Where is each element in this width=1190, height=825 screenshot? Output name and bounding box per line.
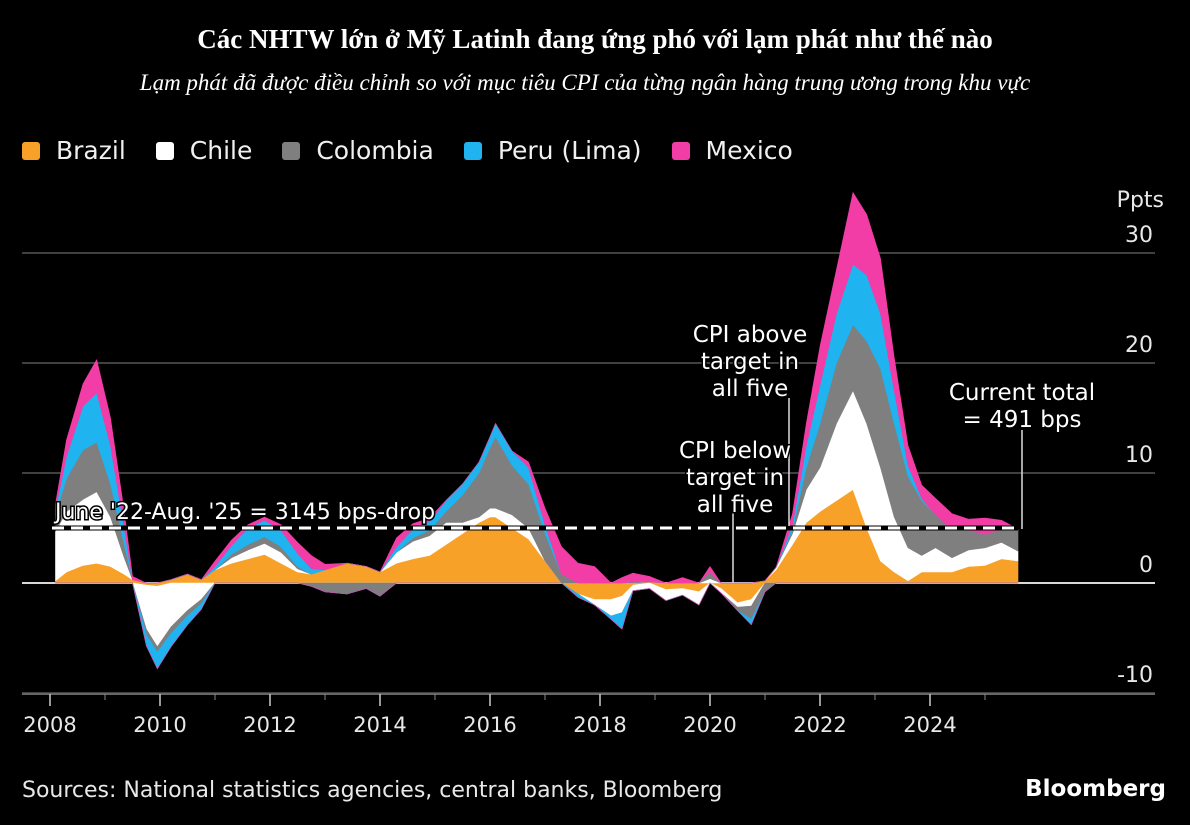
- legend-label: Mexico: [705, 136, 793, 165]
- area-chile-negative: [55, 582, 1019, 648]
- legend-swatch-brazil: [22, 141, 40, 160]
- y-tick-label: -10: [1117, 663, 1153, 688]
- chart-title: Các NHTW lớn ở Mỹ Latinh đang ứng phó vớ…: [197, 24, 993, 54]
- stacked-areas: [55, 192, 1019, 670]
- legend-item-colombia: Colombia: [282, 136, 434, 165]
- x-tick-label: 2010: [133, 713, 186, 737]
- legend-item-chile: Chile: [155, 136, 253, 165]
- legend-swatch-colombia: [282, 141, 301, 160]
- area-mexico-negative: [55, 582, 1019, 670]
- legend-label: Peru (Lima): [497, 136, 642, 165]
- x-tick-label: 2014: [353, 713, 406, 737]
- x-tick-label: 2016: [463, 713, 516, 737]
- x-tick-label: 2012: [243, 713, 296, 737]
- annotation-cpi-above-line: CPI above: [693, 322, 808, 348]
- annotation-cpi-below: CPI below target in all five: [679, 438, 791, 518]
- x-tick-label: 2024: [903, 713, 956, 737]
- reference-line-label: June '22-Aug. '25 = 3145 bps-drop: [53, 500, 435, 525]
- legend-swatch-mexico: [671, 141, 690, 160]
- legend-label: Colombia: [316, 136, 434, 165]
- y-tick-label: 0: [1139, 553, 1153, 578]
- y-tick-label: 20: [1125, 333, 1153, 358]
- annotation-current-total-line: = 491 bps: [963, 407, 1082, 433]
- x-tick-label: 2008: [23, 713, 76, 737]
- annotation-cpi-above: CPI above target in all five: [693, 322, 808, 402]
- legend-item-mexico: Mexico: [671, 136, 793, 165]
- annotation-cpi-below-line: all five: [697, 492, 773, 518]
- legend-item-peru: Peru (Lima): [463, 136, 642, 165]
- annotation-cpi-below-line: target in: [686, 465, 784, 491]
- chart-subtitle: Lạm phát đã được điều chỉnh so với mục t…: [139, 70, 1031, 95]
- y-tick-label: 30: [1125, 223, 1153, 248]
- y-axis-unit-label: Ppts: [1117, 188, 1164, 213]
- x-tick-label: 2018: [573, 713, 626, 737]
- x-tick-label: 2020: [683, 713, 736, 737]
- legend-swatch-peru: [463, 141, 482, 160]
- reference-line-group: June '22-Aug. '25 = 3145 bps-drop: [52, 499, 1018, 531]
- source-note: Sources: National statistics agencies, c…: [22, 778, 723, 803]
- annotation-cpi-below-line: CPI below: [679, 438, 791, 464]
- bloomberg-logo: Bloomberg: [1025, 776, 1166, 802]
- y-tick-label: 10: [1125, 443, 1153, 468]
- axes: 2008 2010 2012 2014 2016 2018 2020 2022 2024: [22, 693, 1155, 737]
- legend-item-brazil: Brazil: [22, 136, 126, 165]
- annotation-cpi-above-line: target in: [701, 349, 799, 375]
- annotation-current-total: Current total = 491 bps: [949, 380, 1095, 433]
- x-tick-label: 2022: [793, 713, 846, 737]
- annotation-cpi-above-line: all five: [712, 376, 788, 402]
- legend-label: Brazil: [56, 136, 126, 165]
- annotation-current-total-line: Current total: [949, 380, 1095, 406]
- legend-swatch-chile: [155, 141, 174, 160]
- legend-label: Chile: [189, 136, 253, 165]
- legend: Brazil Chile Colombia Peru (Lima) Mexico: [22, 136, 823, 165]
